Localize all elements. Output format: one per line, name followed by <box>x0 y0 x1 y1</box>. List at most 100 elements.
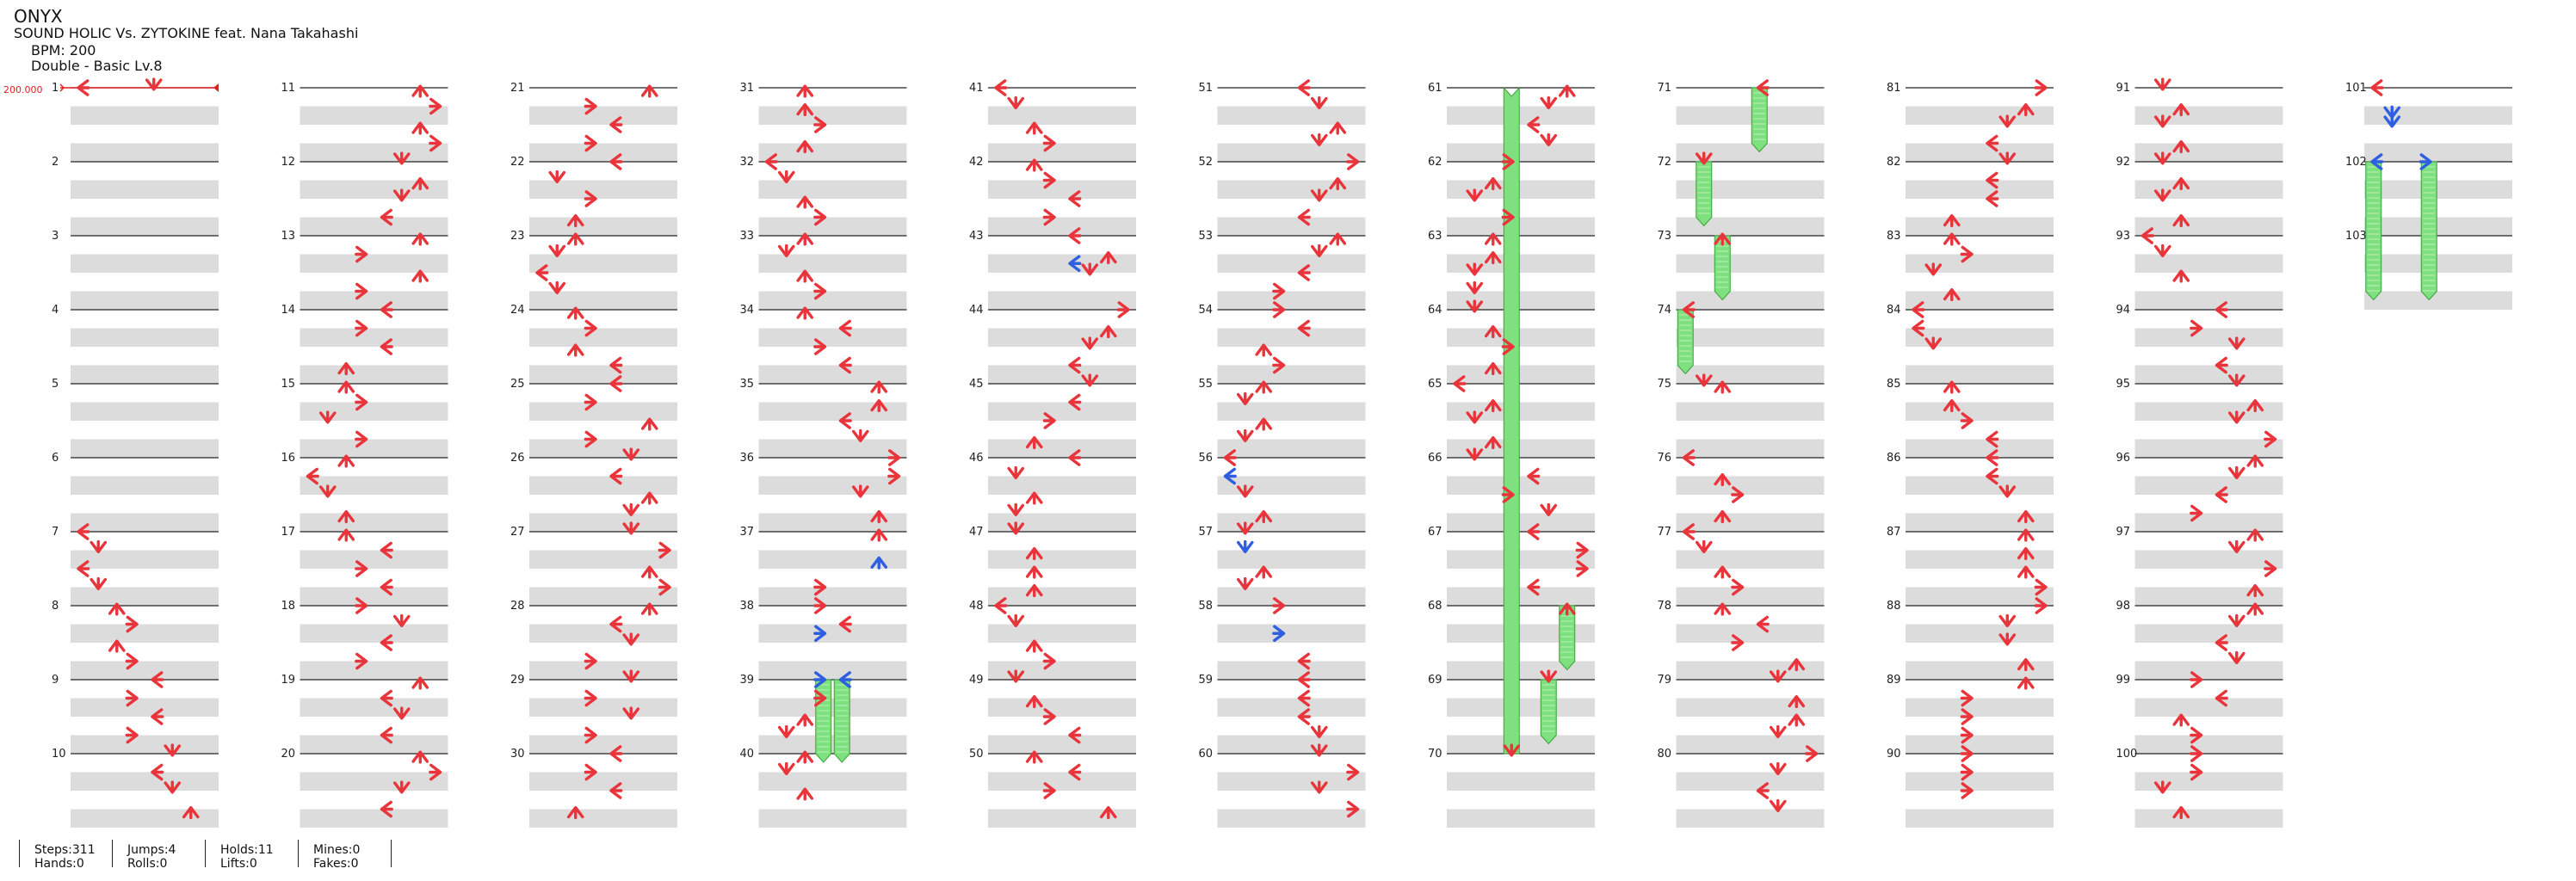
beat-band <box>2364 106 2512 125</box>
beat-band <box>71 328 219 347</box>
beat-band <box>529 772 677 791</box>
measure-number: 38 <box>740 600 755 613</box>
measure-number: 11 <box>281 82 296 95</box>
measure-number: 103 <box>2345 230 2367 243</box>
step-arrow-icon <box>796 306 814 320</box>
beat-band <box>1676 513 1825 532</box>
step-arrow-icon <box>2215 356 2228 374</box>
beat-band <box>529 476 677 495</box>
step-arrow-icon <box>145 77 163 91</box>
beat-band <box>1906 624 2054 643</box>
measure-number: 94 <box>2116 304 2131 317</box>
beat-band <box>1676 402 1825 421</box>
step-arrow-icon <box>1682 523 1696 540</box>
stat-holds: Holds:11 <box>220 843 274 857</box>
step-arrow-icon <box>429 134 442 152</box>
beat-band <box>1676 439 1825 458</box>
step-arrow-icon <box>1484 362 1502 376</box>
step-arrow-icon <box>813 116 827 133</box>
beat-band <box>71 809 219 828</box>
step-arrow-icon <box>1943 232 1961 246</box>
step-arrow-icon <box>337 528 355 542</box>
hold-body <box>1714 235 1731 301</box>
step-arrow-icon <box>813 625 827 643</box>
beat-band <box>2364 254 2512 273</box>
beat-band <box>1906 698 2054 717</box>
step-arrow-icon <box>1484 251 1502 265</box>
beat-band <box>2134 402 2283 421</box>
step-arrow-icon <box>1540 669 1558 683</box>
step-arrow-icon <box>1769 761 1787 775</box>
step-arrow-icon <box>1558 602 1576 616</box>
beat-band <box>1217 550 1366 569</box>
beat-band <box>1447 439 1595 458</box>
step-arrow-icon <box>1575 541 1589 559</box>
step-arrow-icon <box>1484 177 1502 191</box>
step-arrow-icon <box>2153 77 2171 91</box>
step-arrow-icon <box>2190 671 2203 688</box>
step-arrow-icon <box>1025 695 1043 709</box>
measure-number: 13 <box>281 230 296 243</box>
measure-number: 80 <box>1658 748 1672 761</box>
measure-number: 24 <box>510 304 525 317</box>
step-arrow-icon <box>1297 79 1311 96</box>
step-arrow-icon <box>1682 449 1696 466</box>
measure-number: 6 <box>52 452 59 465</box>
beat-band <box>300 439 448 458</box>
step-arrow-icon <box>90 539 108 553</box>
beat-band <box>2134 772 2283 791</box>
step-arrow-icon <box>1007 95 1025 109</box>
step-arrow-icon <box>355 245 368 263</box>
step-arrow-icon <box>796 269 814 283</box>
measure-number: 36 <box>740 452 755 465</box>
step-arrow-icon <box>1081 336 1099 350</box>
beat-band <box>1676 365 1825 384</box>
step-arrow-icon <box>1501 208 1515 226</box>
beat-band <box>988 439 1136 458</box>
step-arrow-icon <box>355 282 368 300</box>
beat-band <box>988 402 1136 421</box>
stat-fakes: Fakes:0 <box>313 857 359 871</box>
step-arrow-icon <box>355 393 368 411</box>
step-arrow-icon <box>622 669 640 683</box>
beat-band <box>2134 217 2283 236</box>
beat-band <box>758 587 907 606</box>
measure-number: 70 <box>1428 748 1442 761</box>
step-arrow-icon <box>2383 114 2401 128</box>
beat-band <box>758 772 907 791</box>
step-arrow-icon <box>2153 188 2171 202</box>
step-arrow-icon <box>548 280 566 294</box>
step-arrow-icon <box>1068 190 1082 207</box>
step-arrow-icon <box>1466 280 1484 294</box>
step-arrow-icon <box>548 169 566 183</box>
step-arrow-icon <box>1912 319 1925 337</box>
beat-band <box>300 180 448 199</box>
step-arrow-icon <box>1068 726 1082 744</box>
measure-number: 9 <box>52 674 59 687</box>
step-arrow-icon <box>851 484 869 498</box>
step-arrow-icon <box>1501 486 1515 503</box>
step-arrow-icon <box>1527 467 1541 485</box>
beat-band <box>988 735 1136 754</box>
measure-number: 2 <box>52 156 59 169</box>
beat-band <box>1217 180 1366 199</box>
measure-number: 35 <box>740 378 755 391</box>
step-arrow-icon <box>1272 282 1286 300</box>
measure-number: 49 <box>969 674 984 687</box>
measure-number: 18 <box>281 600 296 613</box>
step-arrow-icon <box>151 708 164 725</box>
step-arrow-icon <box>125 689 139 707</box>
step-arrow-icon <box>411 232 429 246</box>
step-arrow-icon <box>1255 565 1273 579</box>
measure-number: 19 <box>281 674 296 687</box>
step-arrow-icon <box>1068 763 1082 781</box>
step-arrow-icon <box>392 613 411 627</box>
step-arrow-icon <box>640 491 658 505</box>
beat-band <box>1676 180 1825 199</box>
step-arrow-icon <box>2172 103 2190 117</box>
measure-number: 39 <box>740 674 755 687</box>
step-arrow-icon <box>1484 325 1502 339</box>
step-arrow-icon <box>108 602 126 616</box>
difficulty-label: Double - Basic Lv.8 <box>31 58 163 74</box>
step-arrow-icon <box>1310 724 1328 738</box>
